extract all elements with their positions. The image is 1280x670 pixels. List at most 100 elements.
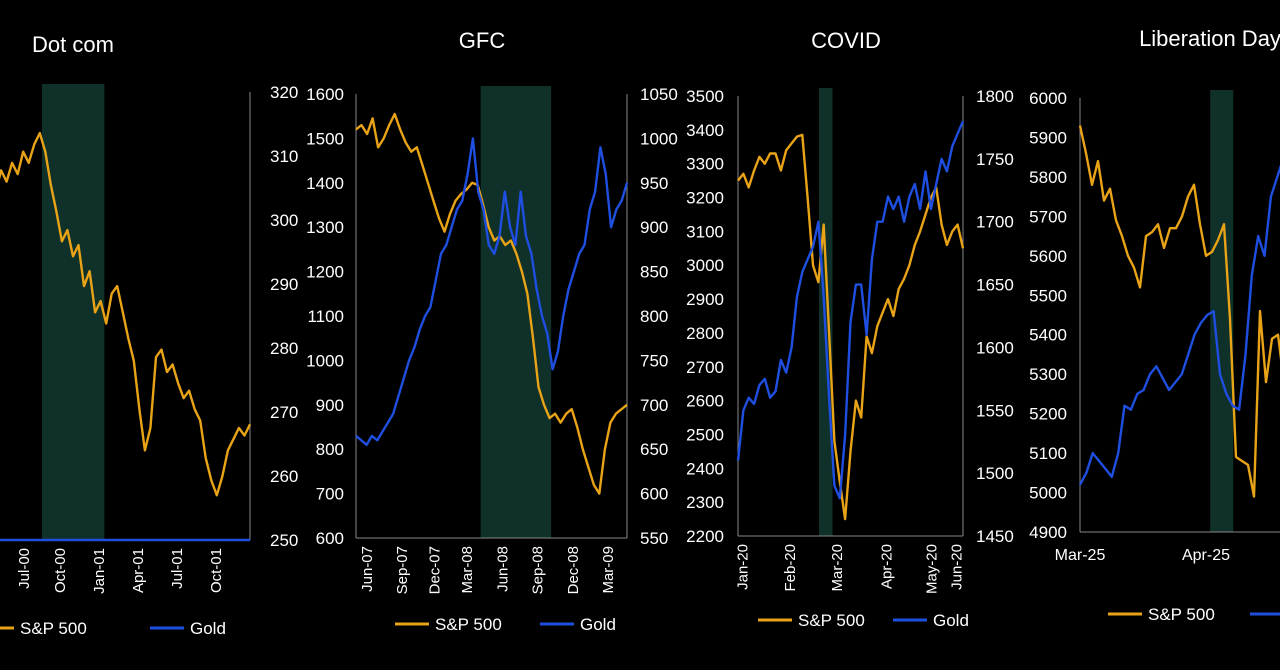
left-tick-label: 5600 xyxy=(1029,247,1067,266)
chart-panel-2: GFC 600 700 800 900 1000 1100 1200 1300 1400 1500 1… xyxy=(306,28,678,634)
left-tick-label: 1600 xyxy=(306,85,344,104)
right-tick-label: 800 xyxy=(640,307,668,326)
legend-label: S&P 500 xyxy=(798,611,865,630)
left-tick-label: 3000 xyxy=(686,256,724,275)
right-tick-label: 300 xyxy=(270,211,298,230)
left-tick-label: 1200 xyxy=(306,263,344,282)
x-tick-label: Mar-25 xyxy=(1055,547,1106,564)
legend-label: S&P 500 xyxy=(1148,605,1215,624)
crisis-period-shade xyxy=(480,86,552,538)
left-tick-label: 5500 xyxy=(1029,286,1067,305)
left-tick-label: 900 xyxy=(316,396,344,415)
right-tick-label: 700 xyxy=(640,396,668,415)
legend-label: Gold xyxy=(933,611,969,630)
x-tick-label: Mar-09 xyxy=(600,546,617,594)
right-tick-label: 550 xyxy=(640,529,668,548)
chart-panel-4: Liberation Day 4900 5000 5100 5200 5300 5400 55… xyxy=(1029,26,1280,624)
left-tick-label: 2400 xyxy=(686,459,724,478)
chart-title: COVID xyxy=(811,28,881,53)
right-tick-label: 1500 xyxy=(976,464,1014,483)
series-line-sp500 xyxy=(0,131,252,497)
right-tick-label: 1550 xyxy=(976,401,1014,420)
left-tick-label: 1500 xyxy=(306,129,344,148)
left-tick-label: 3500 xyxy=(686,87,724,106)
x-tick-label: Jan-20 xyxy=(735,544,752,590)
left-tick-label: 2700 xyxy=(686,358,724,377)
left-tick-label: 6000 xyxy=(1029,89,1067,108)
x-tick-label: Apr-01 xyxy=(130,548,147,593)
legend-label: S&P 500 xyxy=(435,615,502,634)
right-tick-label: 1050 xyxy=(640,85,678,104)
right-tick-label: 270 xyxy=(270,403,298,422)
left-tick-label: 1000 xyxy=(306,351,344,370)
series-line-gold xyxy=(355,137,629,446)
legend-label: S&P 500 xyxy=(20,619,87,638)
x-tick-label: Jan-01 xyxy=(91,548,108,594)
left-tick-label: 3300 xyxy=(686,155,724,174)
left-tick-label: 600 xyxy=(316,529,344,548)
left-tick-label: 3400 xyxy=(686,121,724,140)
left-tick-label: 5100 xyxy=(1029,444,1067,463)
chart-title: GFC xyxy=(459,28,506,53)
left-tick-label: 5300 xyxy=(1029,365,1067,384)
left-tick-label: 2200 xyxy=(686,527,724,546)
series-line-sp500 xyxy=(1078,125,1280,498)
left-tick-label: 2500 xyxy=(686,425,724,444)
left-tick-label: 2600 xyxy=(686,392,724,411)
right-tick-label: 900 xyxy=(640,218,668,237)
right-tick-label: 1800 xyxy=(976,87,1014,106)
right-tick-label: 1000 xyxy=(640,129,678,148)
chart-title: Dot com xyxy=(32,32,114,57)
left-tick-label: 5800 xyxy=(1029,168,1067,187)
left-tick-label: 2900 xyxy=(686,290,724,309)
right-tick-label: 250 xyxy=(270,531,298,550)
right-tick-label: 1450 xyxy=(976,527,1014,546)
left-tick-label: 5700 xyxy=(1029,207,1067,226)
right-tick-label: 750 xyxy=(640,351,668,370)
left-tick-label: 3100 xyxy=(686,222,724,241)
right-tick-label: 260 xyxy=(270,467,298,486)
series-line-gold xyxy=(1078,164,1280,486)
right-tick-label: 650 xyxy=(640,440,668,459)
right-tick-label: 320 xyxy=(270,83,298,102)
x-tick-label: Mar-08 xyxy=(459,546,476,594)
left-tick-label: 1300 xyxy=(306,218,344,237)
x-tick-label: Mar-20 xyxy=(829,544,846,592)
x-tick-label: Sep-07 xyxy=(394,546,411,594)
x-tick-label: Jun-07 xyxy=(359,546,376,592)
x-tick-label: Oct-01 xyxy=(208,548,225,593)
left-tick-label: 700 xyxy=(316,485,344,504)
chart-panel-1: Dot com 250 260 270 280 290 300 310 320 Jul-00 Oct… xyxy=(0,32,298,638)
left-tick-label: 5400 xyxy=(1029,326,1067,345)
left-tick-label: 2300 xyxy=(686,493,724,512)
right-tick-label: 1650 xyxy=(976,276,1014,295)
left-tick-label: 5000 xyxy=(1029,484,1067,503)
x-tick-label: Jun-20 xyxy=(948,544,965,590)
left-tick-label: 4900 xyxy=(1029,523,1067,542)
left-tick-label: 1100 xyxy=(307,307,344,326)
series-line-sp500 xyxy=(737,133,965,521)
right-tick-label: 1750 xyxy=(976,150,1014,169)
legend-label: Gold xyxy=(190,619,226,638)
right-tick-label: 310 xyxy=(270,147,298,166)
left-tick-label: 1400 xyxy=(306,174,344,193)
right-tick-label: 600 xyxy=(640,485,668,504)
left-tick-label: 5200 xyxy=(1029,405,1067,424)
left-tick-label: 800 xyxy=(316,440,344,459)
series-line-sp500 xyxy=(355,112,628,495)
right-tick-label: 850 xyxy=(640,263,668,282)
series-line-gold xyxy=(736,120,965,500)
right-tick-label: 1700 xyxy=(976,213,1014,232)
x-tick-label: Jun-08 xyxy=(494,546,511,592)
left-tick-label: 2800 xyxy=(686,324,724,343)
x-tick-label: May-20 xyxy=(924,544,941,594)
left-tick-label: 3200 xyxy=(686,189,724,208)
chart-title: Liberation Day xyxy=(1139,26,1280,51)
crisis-period-shade xyxy=(1210,90,1234,532)
x-tick-label: Jul-00 xyxy=(16,548,33,589)
chart-panel-3: COVID 2200 2300 2400 2500 2600 2700 2800 2900 300… xyxy=(686,28,1014,630)
x-tick-label: Apr-20 xyxy=(879,544,896,589)
right-tick-label: 290 xyxy=(270,275,298,294)
crisis-period-shade xyxy=(819,88,833,536)
